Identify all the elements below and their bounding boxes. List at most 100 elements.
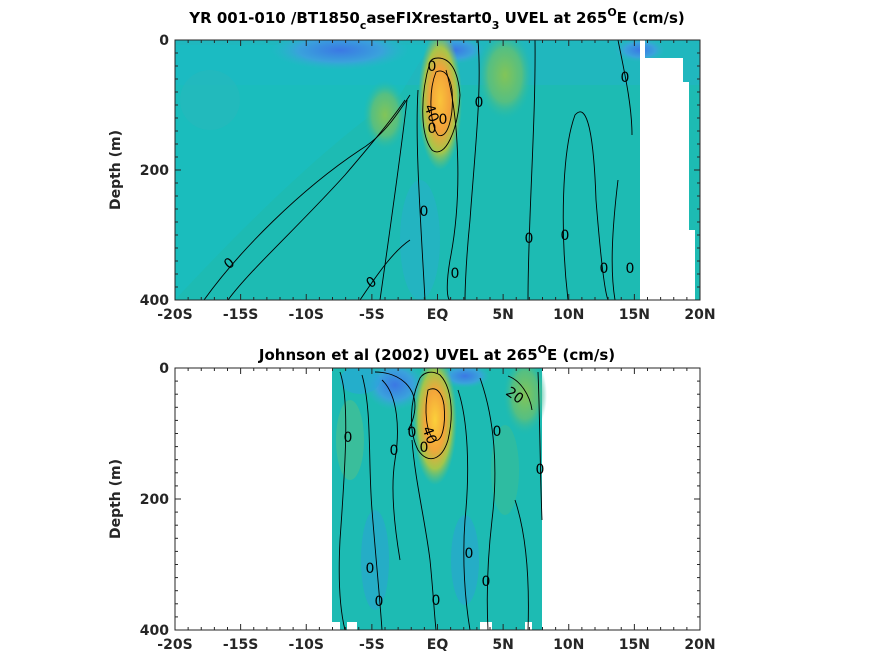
title-subscript: c xyxy=(360,19,367,32)
x-tick-label: 5N xyxy=(492,637,513,653)
y-tick-label: 200 xyxy=(140,492,169,508)
contour-label: 0 xyxy=(420,204,429,220)
contour-label: 40 xyxy=(418,424,439,446)
contour-line xyxy=(338,371,347,630)
contour-line xyxy=(422,57,461,153)
contour-label: 0 xyxy=(465,546,474,562)
contour-line xyxy=(416,89,426,300)
contour-line xyxy=(379,99,408,300)
contour-line xyxy=(479,377,496,630)
contour-line xyxy=(617,40,633,136)
field-eastward-band xyxy=(491,425,519,515)
x-tick-label: 20N xyxy=(684,307,715,323)
field-westward-surface xyxy=(340,368,380,394)
field-westward-surface xyxy=(365,368,425,410)
title-part: E (cm/s) xyxy=(617,9,685,27)
title-superscript: O xyxy=(607,6,616,19)
contour-label: 0 xyxy=(482,574,491,590)
title-part: UVEL at 265 xyxy=(499,9,607,27)
contour-line xyxy=(562,111,609,300)
contour-label: 0 xyxy=(366,561,375,577)
y-axis-label: Depth (m) xyxy=(108,459,124,539)
title-part: Johnson et al (2002) UVEL at 265 xyxy=(258,346,538,364)
x-axis-obs: -20S -15S -10S -5S EQ 5N 10N 15N 20N xyxy=(157,368,716,653)
panel-model: YR 001-010 /BT1850caseFIXrestart03 UVEL … xyxy=(108,6,716,323)
contour-label: 0 xyxy=(626,261,635,277)
contour-line xyxy=(359,239,411,300)
missing-data-edge xyxy=(332,622,532,630)
field-eastward-band xyxy=(180,70,240,130)
y-tick-label: 400 xyxy=(140,623,169,639)
contour-line xyxy=(445,69,459,300)
field-eastward-band xyxy=(363,80,407,150)
x-tick-label: EQ xyxy=(427,307,449,323)
contour-labels-obs: 0 0 0 0 40 0 20 0 0 0 0 0 0 xyxy=(344,384,545,610)
heatmap-field-obs xyxy=(332,368,547,630)
contour-line xyxy=(507,375,533,411)
x-tick-label: -20S xyxy=(157,307,192,323)
contour-label: 0 xyxy=(428,59,437,75)
field-subsurface-weak xyxy=(400,180,440,300)
y-tick-label: 200 xyxy=(140,163,169,179)
x-tick-label: 20N xyxy=(684,637,715,653)
contour-label: 0 xyxy=(390,443,399,459)
contour-line xyxy=(203,94,411,300)
contour-label: 0 xyxy=(344,430,353,446)
contour-line xyxy=(527,40,536,300)
x-tick-label: EQ xyxy=(427,637,449,653)
missing-data-mask xyxy=(689,230,695,300)
contour-label: 0 xyxy=(493,424,502,440)
contour-line xyxy=(537,371,543,521)
title-superscript: O xyxy=(538,343,547,356)
contour-label: 40 xyxy=(420,102,441,124)
contour-line xyxy=(457,389,471,630)
contour-line xyxy=(425,388,445,441)
field-westward-surface xyxy=(270,40,410,70)
title-part: YR 001-010 /BT1850 xyxy=(188,9,360,27)
contour-line xyxy=(611,179,619,300)
x-tick-label: 15N xyxy=(619,637,650,653)
contour-label: 0 xyxy=(375,594,384,610)
x-tick-label: -15S xyxy=(223,307,258,323)
contour-label: 0 xyxy=(408,425,417,441)
field-eastward-band xyxy=(503,368,547,435)
contour-line xyxy=(411,439,437,630)
y-tick-label: 400 xyxy=(140,293,169,309)
panel-obs-title: Johnson et al (2002) UVEL at 265OE (cm/s… xyxy=(258,343,615,364)
contour-label: 0 xyxy=(536,462,545,478)
y-tick-label: 0 xyxy=(159,33,169,49)
x-tick-label: -10S xyxy=(289,637,324,653)
field-undercurrent-jet xyxy=(418,40,462,170)
x-axis-model: -20S -15S -10S -5S EQ 5N 10N 15N 20N xyxy=(157,40,716,323)
x-tick-label: 10N xyxy=(553,307,584,323)
panel-model-title: YR 001-010 /BT1850caseFIXrestart03 UVEL … xyxy=(188,6,685,32)
x-tick-label: 15N xyxy=(619,307,650,323)
y-tick-label: 0 xyxy=(159,361,169,377)
y-axis-label: Depth (m) xyxy=(108,130,124,210)
panel-observations: Johnson et al (2002) UVEL at 265OE (cm/s… xyxy=(108,343,716,653)
x-tick-label: -10S xyxy=(289,307,324,323)
contour-line xyxy=(514,499,529,630)
contour-line xyxy=(361,374,383,630)
contour-line xyxy=(227,99,406,300)
contour-label: 0 xyxy=(525,231,534,247)
title-part: aseFIXrestart0 xyxy=(366,9,491,27)
x-tick-label: -5S xyxy=(359,637,385,653)
title-part: E (cm/s) xyxy=(547,346,615,364)
contour-label: 0 xyxy=(428,121,437,137)
field-eastward-band xyxy=(477,40,533,120)
contour-label: 0 xyxy=(561,228,570,244)
field-westward-deep xyxy=(361,510,389,610)
field-undercurrent-jet xyxy=(413,368,457,485)
contour-labels-model: 0 40 0 0 0 0 0 0 0 0 0 0 0 0 xyxy=(221,59,634,292)
contour-label: 0 xyxy=(439,112,448,128)
heatmap-field-model xyxy=(175,40,700,300)
field-eastward-band xyxy=(336,400,364,480)
contour-label: 0 xyxy=(600,261,609,277)
contour-line xyxy=(374,371,416,431)
contour-label: 0 xyxy=(475,95,484,111)
title-subscript: 3 xyxy=(492,19,500,32)
